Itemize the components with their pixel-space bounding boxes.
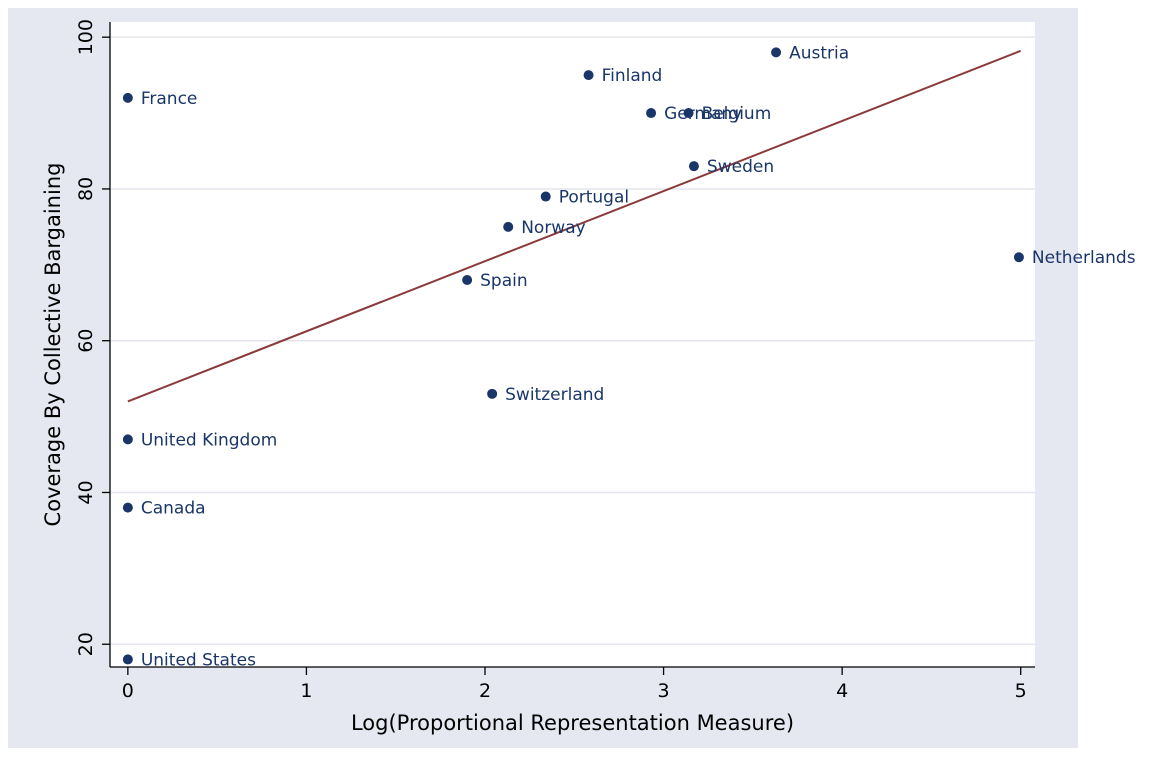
x-axis-title: Log(Proportional Representation Measure) (351, 711, 794, 735)
point-label: Sweden (707, 157, 774, 177)
y-tick-label: 100 (75, 19, 97, 55)
data-point (122, 654, 133, 665)
axes (109, 22, 1035, 668)
point-label: Spain (480, 271, 527, 291)
point-label: United States (141, 650, 256, 670)
x-tick-label: 2 (479, 680, 491, 702)
data-point (462, 275, 473, 285)
y-tick-label: 80 (75, 177, 97, 201)
data-points (122, 47, 1024, 665)
data-point (683, 108, 694, 119)
point-label: Canada (141, 499, 206, 519)
data-point (122, 502, 133, 513)
y-axis-title: Coverage By Collective Bargaining (41, 163, 65, 527)
point-label: United Kingdom (141, 430, 277, 450)
point-label: Germany (664, 104, 742, 124)
data-point (646, 108, 657, 119)
y-tick-label: 60 (75, 329, 97, 353)
data-point (540, 191, 551, 202)
x-tick-label: 0 (122, 680, 134, 702)
data-point (688, 161, 699, 172)
point-label: Finland (602, 66, 663, 86)
data-point (487, 388, 498, 399)
fitted-line (127, 49, 1022, 403)
point-label: Austria (789, 43, 849, 63)
y-tick-label: 40 (75, 480, 97, 504)
axis-ticks: 20 40 60 80 100 0 1 2 3 4 5 (75, 19, 1027, 702)
y-tick-label: 20 (75, 632, 97, 656)
data-point (1013, 252, 1024, 263)
gridlines (110, 36, 1035, 645)
point-label: Switzerland (505, 385, 604, 405)
point-label: Netherlands (1032, 248, 1136, 268)
x-tick-label: 5 (1015, 680, 1027, 702)
point-label: France (141, 89, 198, 109)
x-tick-label: 4 (836, 680, 848, 702)
x-tick-label: 3 (658, 680, 670, 702)
data-point (503, 221, 514, 232)
data-point (583, 70, 594, 81)
data-point (122, 434, 133, 445)
x-tick-label: 1 (300, 680, 312, 702)
point-label: Portugal (559, 188, 629, 208)
point-label: Norway (521, 218, 586, 238)
data-point (122, 92, 133, 103)
point-label: Belgium (702, 104, 772, 124)
data-point (771, 47, 782, 58)
plot-region-background (110, 22, 1035, 667)
